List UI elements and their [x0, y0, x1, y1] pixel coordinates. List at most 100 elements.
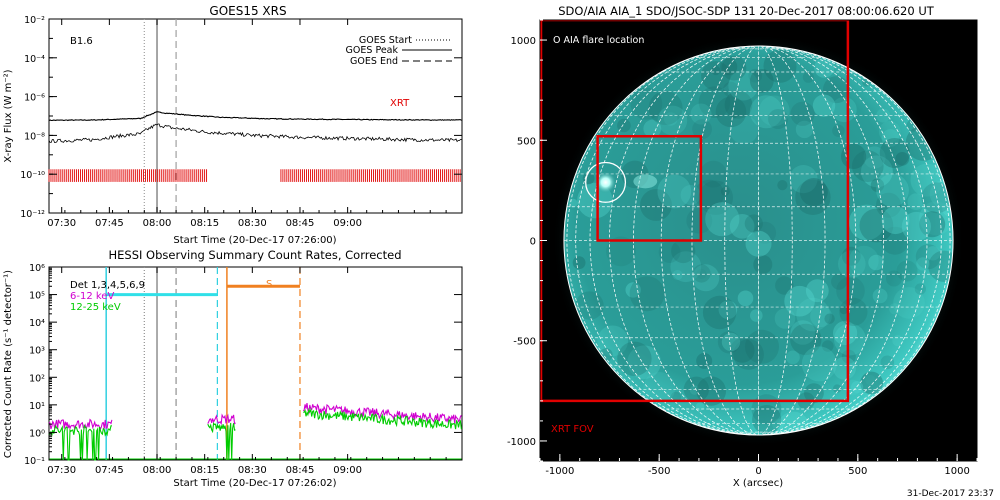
aia-dark-patch [832, 124, 845, 137]
aia-bright-patch [892, 335, 904, 347]
goes-xtick-label: 08:45 [286, 218, 315, 229]
aia-bright-patch [627, 345, 661, 380]
hessi-12-25-kev-segment-1 [207, 422, 236, 461]
aia-dark-patch [744, 214, 763, 233]
aia-dark-patch [730, 338, 755, 363]
goes-axes: 07:30 07:45 08:00 08:15 08:30 08:45 09:00 10⁻¹²… [20, 15, 463, 229]
aia-bright-patch [876, 108, 891, 123]
aia-grid-longitude [691, 45, 826, 436]
aia-xrt-fov-label: XRT FOV [551, 424, 594, 435]
aia-dark-patch [804, 383, 824, 404]
hessi-ytick-label: 10⁴ [29, 318, 45, 329]
hessi-ytick-label: 10¹ [29, 401, 45, 412]
goes-legend: GOES Start GOES Peak GOES End [346, 35, 452, 67]
aia-bright-patch [805, 279, 829, 303]
hessi-legend: Det 1,3,4,5,6,9 6-12 keV 12-25 keV [70, 280, 145, 313]
aia-dark-patch [658, 241, 681, 263]
aia-dark-patch [575, 291, 604, 320]
aia-bright-patch [672, 269, 683, 281]
aia-bright-patch [861, 155, 893, 188]
aia-dark-patch [896, 260, 918, 282]
aia-dark-patch [723, 81, 739, 98]
aia-bright-patch [810, 305, 832, 328]
aia-dark-patch [698, 86, 731, 118]
aia-dark-patch [824, 313, 835, 324]
hessi-xtick-label: 07:45 [95, 465, 124, 476]
aia-bright-patch [657, 105, 688, 136]
hessi-6-12-kev-segment-1 [207, 413, 236, 426]
aia-dark-patch [715, 96, 747, 128]
aia-bright-patch [801, 346, 837, 382]
hessi-ytick-label: 10⁶ [29, 263, 45, 274]
aia-ytick-label: 1000 [511, 36, 536, 47]
aia-dark-patch [879, 138, 910, 168]
aia-bright-patch [919, 201, 953, 236]
aia-dark-patch [841, 246, 861, 266]
aia-grid-longitude [575, 45, 942, 436]
aia-limb [563, 45, 954, 436]
aia-xrt-fov-box [540, 20, 850, 403]
aia-grid-longitude [589, 45, 928, 436]
hessi-title: HESSI Observing Summary Count Rates, Cor… [108, 248, 401, 262]
aia-dark-patch [833, 384, 842, 393]
hessi-legend-det: Det 1,3,4,5,6,9 [70, 280, 145, 291]
goes-xtick-label: 07:45 [95, 218, 124, 229]
goes-class-label: B1.6 [70, 36, 93, 47]
goes-xlabel: Start Time (20-Dec-17 07:26:00) [173, 235, 336, 246]
aia-bright-patch [865, 374, 876, 386]
aia-grid-longitude [724, 45, 793, 436]
goes-xrs-panel: GOES15 XRS 07:30 07:45 08:00 08:15 08:30 08:4… [3, 4, 463, 246]
hessi-ytick-label: 10⁰ [29, 428, 45, 439]
aia-dark-patch [859, 208, 894, 243]
goes-ytick-label: 10⁻⁸ [24, 131, 45, 142]
goes-xtick-label: 08:00 [143, 218, 172, 229]
goes-ytick-label: 10⁻⁴ [24, 54, 45, 65]
goes-series-long-channel [48, 111, 462, 122]
aia-dark-patch [696, 376, 726, 406]
aia-bright-patch [784, 285, 815, 317]
goes-plot-frame [48, 18, 463, 214]
aia-dark-patch [802, 71, 814, 83]
aia-dark-patch [919, 211, 946, 238]
aia-dark-patch [836, 276, 865, 306]
aia-dark-patch [720, 186, 730, 196]
aia-bright-patch [833, 320, 858, 346]
aia-bright-patch [834, 323, 866, 356]
aia-dark-patch [870, 178, 885, 192]
aia-bright-patch [643, 372, 676, 404]
hessi-saa-label: S [266, 279, 272, 290]
aia-dark-patch [822, 340, 834, 352]
aia-xtick-label: 1000 [944, 466, 969, 477]
aia-bright-patch [889, 303, 900, 315]
aia-bright-patch [597, 325, 629, 357]
aia-bright-patch [838, 250, 866, 278]
aia-bright-patch [790, 320, 816, 345]
aia-bright-patch [718, 300, 738, 320]
aia-grid-longitude [566, 45, 951, 436]
goes-marks [48, 19, 462, 213]
aia-bright-patch [831, 96, 857, 123]
aia-bright-patch [777, 411, 810, 436]
aia-bright-patch [750, 309, 763, 322]
aia-ytick-label: -1000 [507, 437, 536, 448]
aia-bright-patch [689, 385, 700, 395]
hessi-ytick-label: 10⁻¹ [24, 456, 45, 467]
hessi-6-12-kev-segment-0 [48, 418, 113, 431]
aia-xtick-label: 0 [755, 466, 761, 477]
aia-dark-patch [606, 236, 636, 267]
hessi-xtick-label: 07:30 [47, 465, 76, 476]
aia-xtick-label: -500 [648, 466, 671, 477]
goes-xrt-interval-0 [48, 169, 208, 182]
goes-ytick-label: 10⁻² [24, 15, 45, 26]
aia-bright-patch [737, 290, 754, 307]
aia-dark-patch [790, 323, 822, 356]
aia-bright-patch [868, 254, 884, 271]
aia-bright-patch [881, 206, 910, 235]
aia-ytick-label: 0 [530, 237, 536, 248]
aia-dark-patch [630, 87, 663, 120]
aia-bright-patch [729, 115, 759, 145]
hessi-xtick-label: 08:30 [238, 465, 267, 476]
goes-legend-end-label: GOES End [350, 56, 398, 67]
aia-bright-patch [893, 287, 925, 319]
goes-title: GOES15 XRS [209, 4, 286, 18]
